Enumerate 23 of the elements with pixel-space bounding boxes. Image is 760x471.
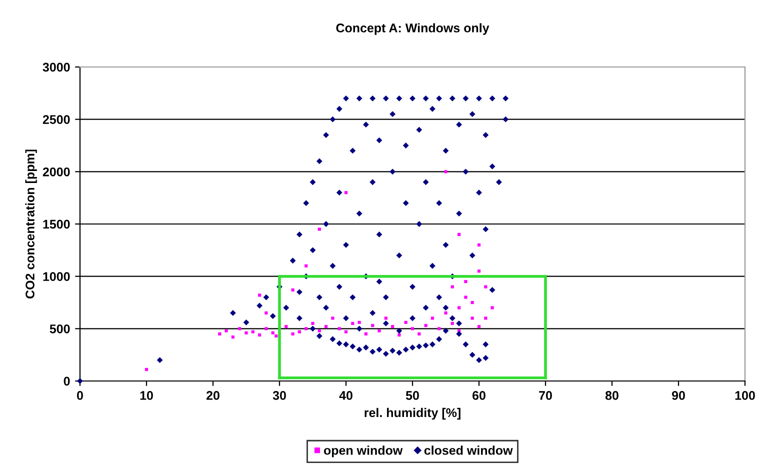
x-tick-label: 70: [539, 391, 552, 400]
x-tick-label: 30: [272, 391, 286, 400]
x-tick-label: 100: [735, 391, 755, 400]
chart-title: Concept A: Windows only: [336, 23, 490, 35]
y-axis-title: CO2 concentration [ppm]: [25, 150, 37, 298]
x-tick-label: 80: [605, 391, 618, 400]
y-tick-label: 0: [64, 376, 70, 386]
x-tick-label: 40: [339, 391, 352, 400]
x-tick-label: 60: [472, 391, 486, 400]
y-tick-label: 2000: [42, 167, 70, 176]
legend-label: closed window: [424, 446, 513, 455]
x-tick-label: 20: [206, 391, 220, 400]
y-tick-label: 500: [50, 324, 70, 334]
x-tick-label: 0: [77, 391, 83, 400]
x-tick-label: 50: [406, 391, 419, 400]
y-tick-label: 1500: [43, 220, 70, 229]
x-axis-title: rel. humidity [%]: [364, 408, 460, 420]
y-tick-label: 3000: [42, 62, 70, 72]
y-tick-label: 2500: [42, 115, 70, 124]
x-tick-label: 90: [672, 391, 685, 400]
x-tick-label: 10: [140, 391, 153, 400]
legend-label: open window: [324, 446, 403, 458]
y-tick-label: 1000: [43, 272, 70, 281]
